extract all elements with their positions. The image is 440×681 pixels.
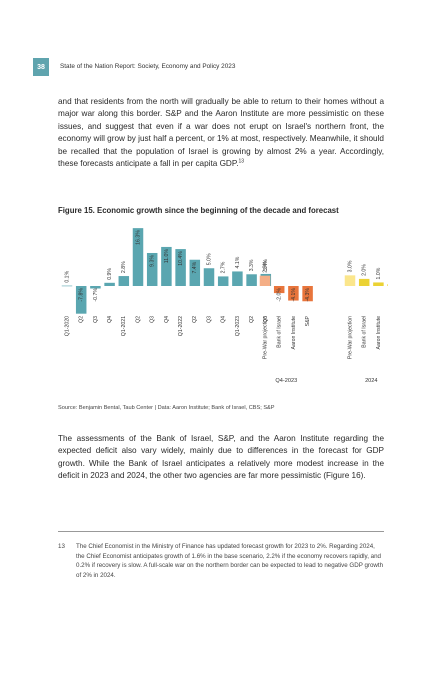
category-tick-label: Q3 [263, 316, 269, 323]
category-tick-label: Q4 [164, 316, 170, 323]
category-tick-label: Q1-2022 [178, 316, 184, 336]
bar-value-label: -2.0% [277, 288, 283, 302]
bar-value-label: 0.1% [64, 270, 70, 282]
bar-value-label: 11.0% [164, 249, 170, 264]
bar-value-label: -4.1% [291, 288, 297, 302]
chart-bar [217, 276, 229, 286]
chart-bar [61, 285, 73, 287]
chart-bar [302, 286, 313, 302]
bar-value-label: 3.4% [263, 259, 269, 271]
bar-value-label: 2.7% [221, 261, 227, 273]
body-paragraph-2: The assessments of the Bank of Israel, S… [58, 434, 384, 481]
bar-value-label: 7.4% [192, 261, 198, 273]
chart-bar [90, 286, 101, 289]
bar-value-label: 3.3% [249, 259, 255, 271]
category-tick-label: Q3 [206, 316, 212, 323]
chart-bar [132, 228, 144, 286]
bar-value-label: 16.3% [135, 230, 141, 245]
bar-value-label: 2.0% [362, 264, 368, 276]
category-tick-label: Pre-War projection [262, 316, 268, 359]
footnote-reference: 13 [238, 158, 245, 165]
category-tick-label: Q1-2021 [121, 316, 127, 336]
group-label: Q4-2023 [275, 378, 297, 384]
chart-bar [146, 252, 158, 286]
growth-bar-chart: 0.1% Q1-2020 -7.8% Q2 -0.7% Q3 0.9% Q4 2.8% Q1-20… [61, 228, 388, 384]
footnote-text: The Chief Economist in the Ministry of F… [76, 543, 384, 579]
chart-bar [387, 284, 388, 286]
category-tick-label: Q4 [107, 316, 113, 323]
chart-bar [161, 246, 172, 286]
category-tick-label: Q4 [221, 316, 227, 323]
paragraph-1-text: and that residents from the north will g… [58, 97, 384, 169]
category-tick-label: Q2 [79, 316, 85, 323]
category-tick-label: Q1-2020 [64, 316, 70, 336]
chart-bar [104, 282, 115, 286]
footnote-number: 13 [58, 543, 65, 550]
category-tick-label: Bank of Israel [362, 316, 368, 348]
category-tick-label: Q2 [135, 316, 141, 323]
running-header: State of the Nation Report: Society, Eco… [60, 63, 236, 70]
bar-value-label: 2.8% [121, 261, 127, 273]
category-tick-label: Q2 [249, 316, 255, 323]
chart-bar [118, 276, 130, 286]
figure-source: Source: Benjamin Bental, Taub Center | D… [58, 405, 275, 411]
chart-bar [189, 259, 201, 286]
bar-value-label: 1.0% [376, 267, 382, 279]
bar-value-label: -0.7% [93, 288, 99, 302]
category-tick-label: Aaron Institute [291, 316, 297, 350]
chart-bar [373, 282, 384, 286]
chart-bar [259, 275, 271, 286]
chart-bar [232, 271, 243, 286]
category-tick-label: Aaron Institute [376, 316, 382, 350]
footnote-divider [58, 531, 384, 532]
page-number-badge: 38 [33, 58, 49, 76]
bar-value-label: 4.1% [235, 256, 241, 268]
bar-value-label: 2.9% [262, 260, 268, 272]
category-tick-label: Q2 [192, 316, 198, 323]
category-tick-label: Pre-War projection [347, 316, 353, 359]
bar-value-label: -7.8% [79, 288, 85, 302]
bar-value-label: 3.0% [347, 260, 353, 272]
bar-value-label: 10.4% [178, 251, 184, 266]
body-paragraph-1: and that residents from the north will g… [58, 96, 384, 170]
chart-bar [358, 278, 370, 286]
bar-value-label: 5.0% [206, 253, 212, 265]
chart-bar [288, 286, 299, 301]
chart-bar [203, 268, 215, 286]
footnote: 13 The Chief Economist in the Ministry o… [58, 542, 384, 580]
chart-bar [246, 274, 257, 286]
figure-title: Figure 15. Economic growth since the beg… [58, 206, 339, 215]
category-tick-label: Bank of Israel [277, 316, 283, 348]
chart-bar [175, 249, 186, 286]
chart-bar [344, 275, 356, 286]
category-tick-label: Q3 [150, 316, 156, 323]
bar-value-label: -4.3% [305, 288, 311, 302]
category-tick-label: Q1-2023 [235, 316, 241, 336]
category-tick-label: S&P [305, 315, 311, 326]
category-tick-label: Q3 [93, 316, 99, 323]
bar-value-label: 9.3% [150, 255, 156, 267]
bar-value-label: 0.9% [107, 268, 113, 280]
chart-bar [75, 286, 87, 314]
group-label: 2024 [365, 378, 377, 384]
chart-bar [273, 286, 285, 294]
